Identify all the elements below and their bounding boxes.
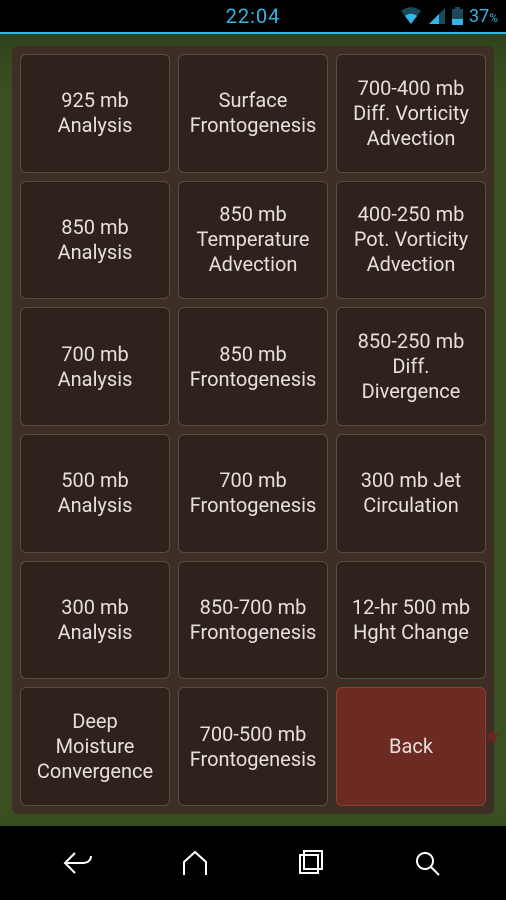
menu-cell-back[interactable]: Back (336, 687, 486, 806)
signal-icon (428, 7, 446, 25)
status-right: 37% (400, 6, 498, 27)
battery-pct-unit: % (489, 11, 498, 25)
menu-cell-surface-frontogenesis[interactable]: Surface Frontogenesis (178, 54, 328, 173)
menu-panel: 925 mb AnalysisSurface Frontogenesis700-… (12, 46, 494, 814)
menu-cell-400-250-pva[interactable]: 400-250 mb Pot. Vorticity Advection (336, 181, 486, 300)
navigation-bar (0, 826, 506, 900)
menu-cell-700-400-dva[interactable]: 700-400 mb Diff. Vorticity Advection (336, 54, 486, 173)
nav-recent-button[interactable] (281, 843, 341, 883)
menu-cell-500mb-analysis[interactable]: 500 mb Analysis (20, 434, 170, 553)
menu-cell-850-700-frontogenesis[interactable]: 850-700 mb Frontogenesis (178, 561, 328, 680)
menu-cell-700-frontogenesis[interactable]: 700 mb Frontogenesis (178, 434, 328, 553)
menu-cell-12hr-500-hght[interactable]: 12-hr 500 mb Hght Change (336, 561, 486, 680)
nav-search-button[interactable] (398, 843, 458, 883)
battery-icon (452, 7, 463, 25)
menu-cell-850mb-analysis[interactable]: 850 mb Analysis (20, 181, 170, 300)
nav-back-button[interactable] (48, 843, 108, 883)
menu-cell-850-frontogenesis[interactable]: 850 mb Frontogenesis (178, 307, 328, 426)
menu-cell-925mb-analysis[interactable]: 925 mb Analysis (20, 54, 170, 173)
menu-grid: 925 mb AnalysisSurface Frontogenesis700-… (20, 54, 486, 806)
menu-cell-700-500-frontogenesis[interactable]: 700-500 mb Frontogenesis (178, 687, 328, 806)
menu-cell-850-temp-adv[interactable]: 850 mb Temperature Advection (178, 181, 328, 300)
wifi-icon (400, 7, 422, 25)
menu-cell-300mb-analysis[interactable]: 300 mb Analysis (20, 561, 170, 680)
menu-cell-850-250-ddiv[interactable]: 850-250 mb Diff. Divergence (336, 307, 486, 426)
menu-cell-700mb-analysis[interactable]: 700 mb Analysis (20, 307, 170, 426)
status-clock: 22:04 (226, 4, 281, 28)
battery-percent: 37% (469, 6, 498, 27)
nav-home-button[interactable] (165, 843, 225, 883)
status-bar: 22:04 37% (0, 0, 506, 32)
menu-cell-deep-moisture-conv[interactable]: Deep Moisture Convergence (20, 687, 170, 806)
main-area: 925 mb AnalysisSurface Frontogenesis700-… (0, 34, 506, 826)
menu-cell-300-jet[interactable]: 300 mb Jet Circulation (336, 434, 486, 553)
battery-pct-value: 37 (469, 6, 489, 27)
